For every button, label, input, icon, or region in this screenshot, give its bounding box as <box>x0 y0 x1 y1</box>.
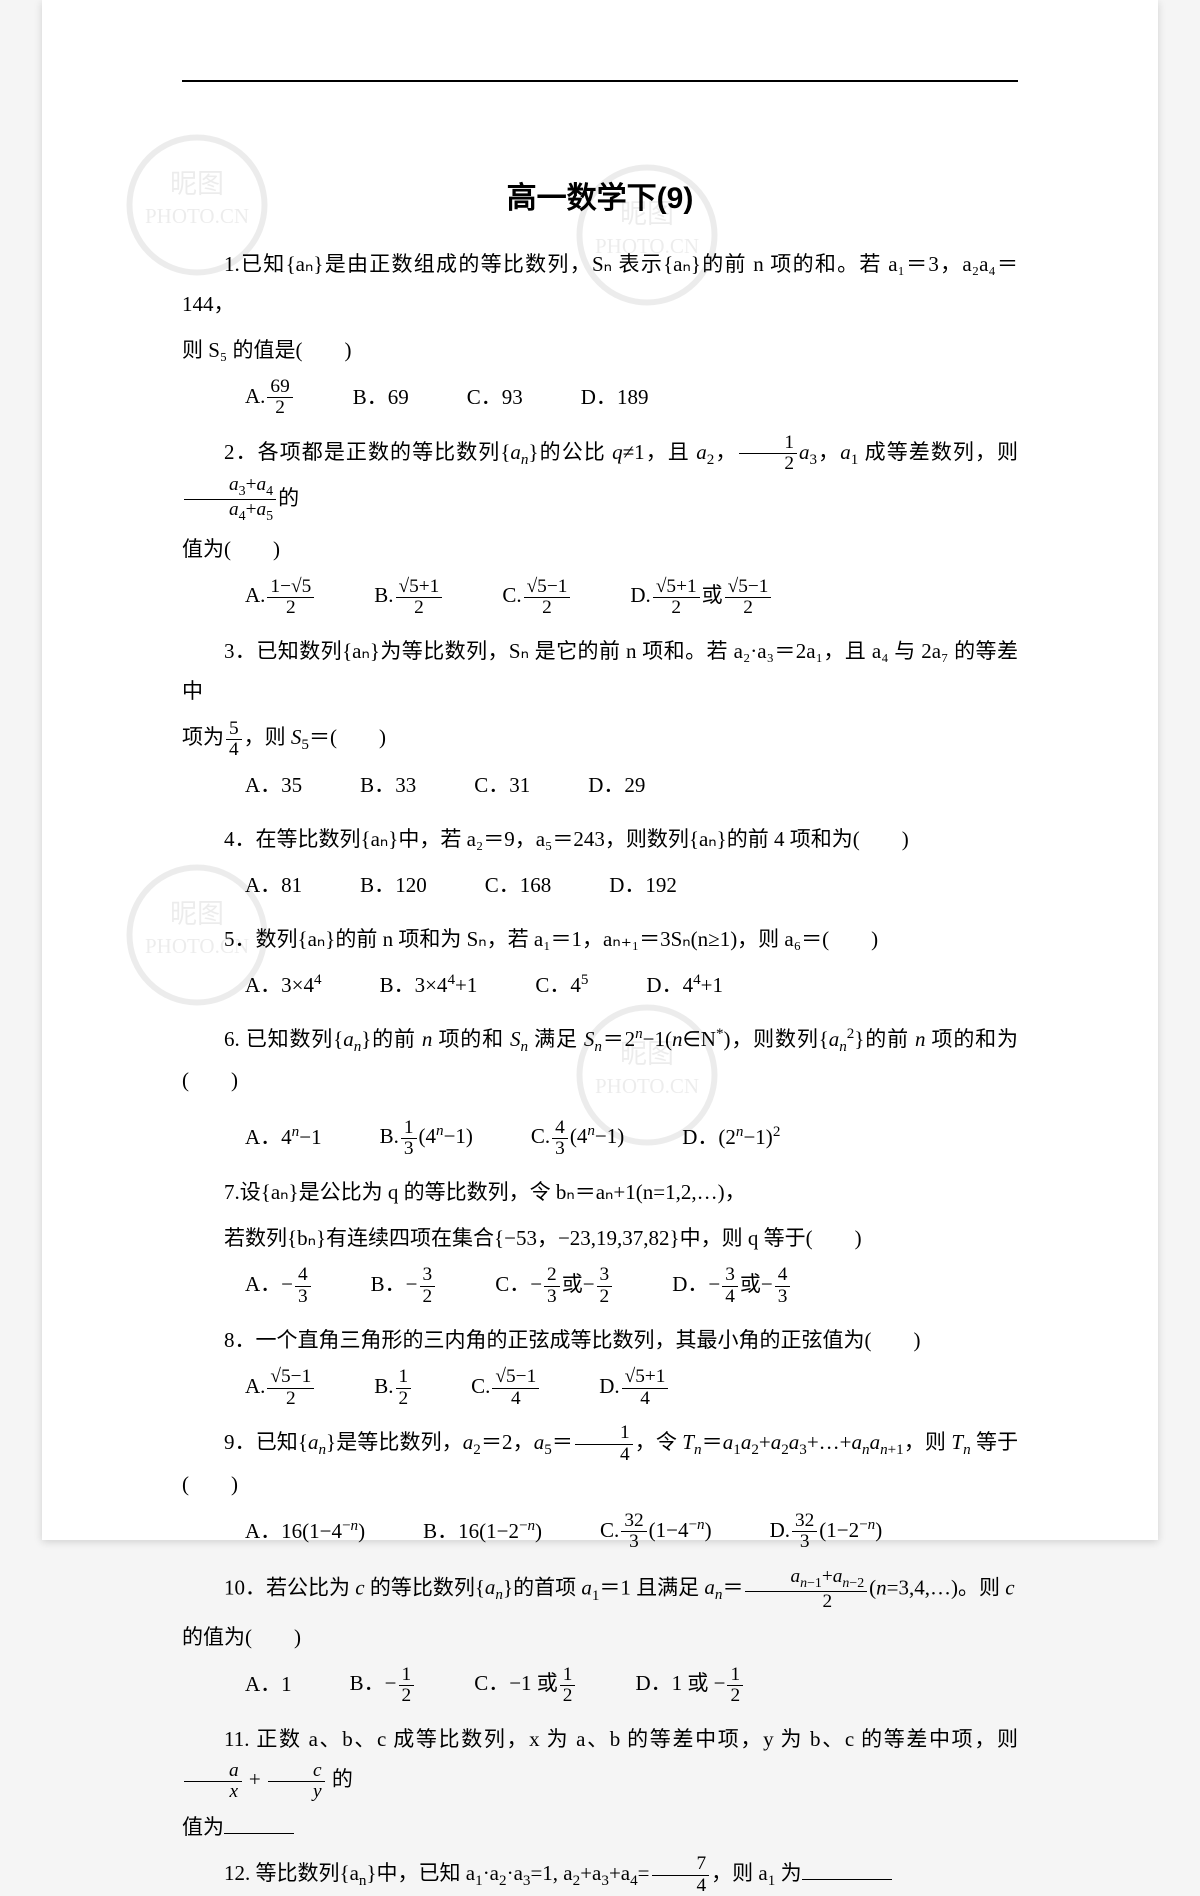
q5-stem-1: 数列{aₙ}的前 n 项和为 Sₙ，若 a₁＝1，aₙ₊₁＝3Sₙ(n≥1)，则… <box>256 927 879 951</box>
q1-stem-2: 则 S₅ 的值是( ) <box>182 331 1018 371</box>
question-4: 4．在等比数列{aₙ}中，若 a₂＝9，a₅＝243，则数列{aₙ}的前 4 项… <box>182 820 1018 860</box>
q7-opt-c: C．−23或−32 <box>495 1265 614 1307</box>
q4-opt-b: B．120 <box>360 866 427 906</box>
q7-stem-1: 设{aₙ}是公比为 q 的等比数列，令 bₙ＝aₙ+1(n=1,2,…)， <box>240 1180 746 1204</box>
q11-stem-2: 值为 <box>182 1808 1018 1848</box>
question-7: 7.设{aₙ}是公比为 q 的等比数列，令 bₙ＝aₙ+1(n=1,2,…)， <box>182 1173 1018 1213</box>
q8-opt-c: C.√5−14 <box>471 1367 541 1409</box>
top-rule <box>182 80 1018 82</box>
q9-opt-b: B．16(1−2−n) <box>423 1512 542 1552</box>
q1-opt-c: C．93 <box>467 378 523 418</box>
q7-options: A．−43 B．−32 C．−23或−32 D．−34或−43 <box>245 1265 1018 1307</box>
question-11: 11. 正数 a、b、c 成等比数列，x 为 a、b 的等差中项，y 为 b、c… <box>182 1720 1018 1802</box>
q3-stem-1: 已知数列{aₙ}为等比数列，Sₙ 是它的前 n 项和。若 a₂·a₃＝2a₁，且… <box>182 639 1018 703</box>
q2-stem-2: 值为( ) <box>182 530 1018 570</box>
question-6: 6. 已知数列{an}的前 n 项的和 Sn 满足 Sn＝2n−1(n∈N*)，… <box>182 1020 1018 1102</box>
q3-opt-b: B．33 <box>360 766 416 806</box>
q10-stem-2: 的值为( ) <box>182 1618 1018 1658</box>
q10-opt-d: D．1 或 −12 <box>635 1664 745 1706</box>
q1-opt-d: D．189 <box>581 378 649 418</box>
q3-opt-a: A．35 <box>245 766 302 806</box>
q9-opt-c: C.323(1−4−n) <box>600 1511 712 1553</box>
q8-opt-d: D.√5+14 <box>599 1367 670 1409</box>
q4-opt-c: C．168 <box>485 866 552 906</box>
q3-stem-2: 项为54，则 S5＝( ) <box>182 718 1018 760</box>
q9-opt-a: A．16(1−4−n) <box>245 1512 365 1552</box>
q7-opt-d: D．−34或−43 <box>672 1265 792 1307</box>
q2-options: A.1−√52 B.√5+12 C.√5−12 D.√5+12或√5−12 <box>245 576 1018 618</box>
q5-opt-c: C．45 <box>535 966 588 1006</box>
question-3: 3．已知数列{aₙ}为等比数列，Sₙ 是它的前 n 项和。若 a₂·a₃＝2a₁… <box>182 632 1018 712</box>
q8-stem-1: 一个直角三角形的三内角的正弦成等比数列，其最小角的正弦值为( ) <box>256 1328 921 1352</box>
q9-options: A．16(1−4−n) B．16(1−2−n) C.323(1−4−n) D.3… <box>245 1511 1018 1553</box>
q2-opt-c: C.√5−12 <box>502 576 572 618</box>
q1-stem-1: 已知{aₙ}是由正数组成的等比数列，Sₙ 表示{aₙ}的前 n 项的和。若 a₁… <box>182 252 1018 316</box>
q10-opt-a: A．1 <box>245 1665 292 1705</box>
q10-options: A．1 B．−12 C．−1 或12 D．1 或 −12 <box>245 1664 1018 1706</box>
document-page: 昵图PHOTO.CN 昵图PHOTO.CN 昵图PHOTO.CN 昵图PHOTO… <box>42 0 1158 1540</box>
question-1: 1.已知{aₙ}是由正数组成的等比数列，Sₙ 表示{aₙ}的前 n 项的和。若 … <box>182 245 1018 325</box>
question-8: 8．一个直角三角形的三内角的正弦成等比数列，其最小角的正弦值为( ) <box>182 1321 1018 1361</box>
q4-opt-a: A．81 <box>245 866 302 906</box>
q1-opt-b: B．69 <box>353 378 409 418</box>
question-9: 9．已知{an}是等比数列，a2＝2，a5＝14，令 Tn＝a1a2+a2a3+… <box>182 1423 1018 1505</box>
q4-options: A．81 B．120 C．168 D．192 <box>245 866 1018 906</box>
q6-options: A．4n−1 B.13(4n−1) C.43(4n−1) D．(2n−1)2 <box>245 1117 1018 1159</box>
question-10: 10．若公比为 c 的等比数列{an}的首项 a1＝1 且满足 an＝an−1+… <box>182 1567 1018 1613</box>
q2-opt-b: B.√5+12 <box>374 576 444 618</box>
q2-opt-d: D.√5+12或√5−12 <box>630 576 773 618</box>
q4-stem-1: 在等比数列{aₙ}中，若 a₂＝9，a₅＝243，则数列{aₙ}的前 4 项和为… <box>256 827 909 851</box>
q3-options: A．35 B．33 C．31 D．29 <box>245 766 1018 806</box>
q11-blank <box>224 1813 294 1834</box>
q7-stem-2: 若数列{bₙ}有连续四项在集合{−53，−23,19,37,82}中，则 q 等… <box>182 1219 1018 1259</box>
q2-opt-a: A.1−√52 <box>245 576 316 618</box>
question-5: 5．数列{aₙ}的前 n 项和为 Sₙ，若 a₁＝1，aₙ₊₁＝3Sₙ(n≥1)… <box>182 920 1018 960</box>
q3-opt-d: D．29 <box>588 766 645 806</box>
question-12: 12. 等比数列{an}中，已知 a1·a2·a3=1, a2+a3+a4=74… <box>182 1854 1018 1896</box>
q6-opt-b: B.13(4n−1) <box>380 1117 473 1159</box>
question-2: 2．各项都是正数的等比数列{an}的公比 q≠1，且 a2，12a3，a1 成等… <box>182 433 1018 525</box>
q3-opt-c: C．31 <box>474 766 530 806</box>
q5-options: A．3×44 B．3×44+1 C．45 D．44+1 <box>245 966 1018 1006</box>
q8-opt-b: B.12 <box>374 1367 413 1409</box>
q10-opt-c: C．−1 或12 <box>474 1664 577 1706</box>
q12-blank <box>802 1859 892 1880</box>
q6-opt-d: D．(2n−1)2 <box>682 1118 780 1158</box>
q7-opt-a: A．−43 <box>245 1265 313 1307</box>
q6-opt-c: C.43(4n−1) <box>531 1117 624 1159</box>
q5-opt-a: A．3×44 <box>245 966 322 1006</box>
q1-opt-a: A.692 <box>245 377 295 419</box>
q1-options: A.692 B．69 C．93 D．189 <box>245 377 1018 419</box>
q6-opt-a: A．4n−1 <box>245 1118 322 1158</box>
q5-opt-b: B．3×44+1 <box>380 966 478 1006</box>
q10-opt-b: B．−12 <box>350 1664 417 1706</box>
q4-opt-d: D．192 <box>609 866 677 906</box>
q7-opt-b: B．−32 <box>371 1265 438 1307</box>
q9-opt-d: D.323(1−2−n) <box>770 1511 883 1553</box>
page-title: 高一数学下(9) <box>182 170 1018 227</box>
q8-opt-a: A.√5−12 <box>245 1367 316 1409</box>
q8-options: A.√5−12 B.12 C.√5−14 D.√5+14 <box>245 1367 1018 1409</box>
q5-opt-d: D．44+1 <box>646 966 723 1006</box>
